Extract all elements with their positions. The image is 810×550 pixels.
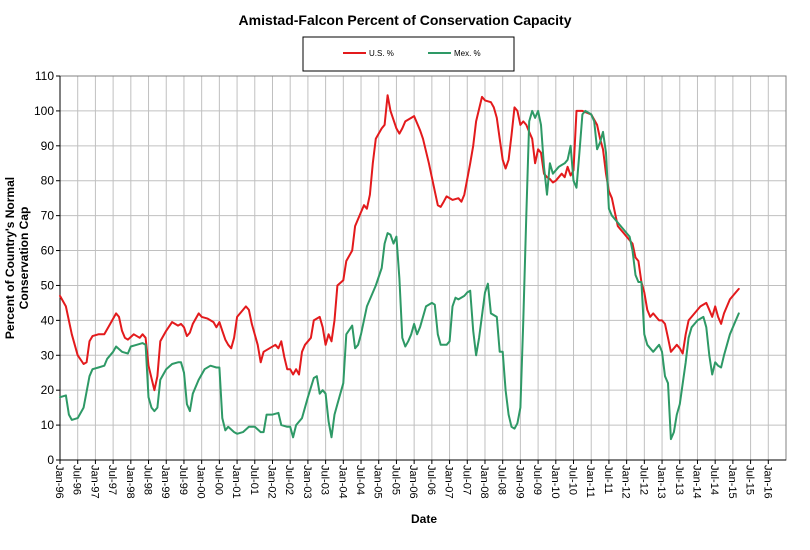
x-tick-label: Jan-13 bbox=[655, 465, 667, 499]
x-tick-label: Jan-07 bbox=[443, 465, 455, 499]
legend-label-mex: Mex. % bbox=[454, 49, 481, 58]
y-axis: 0 10 20 30 40 50 60 70 80 90 100 110 bbox=[34, 69, 61, 467]
x-tick-label: Jan-97 bbox=[88, 465, 100, 499]
x-tick-label: Jul-08 bbox=[496, 465, 508, 495]
chart-title: Amistad-Falcon Percent of Conservation C… bbox=[239, 12, 572, 28]
legend-label-us: U.S. % bbox=[369, 49, 394, 58]
x-tick-label: Jan-10 bbox=[549, 465, 561, 499]
series-line-us bbox=[59, 94, 740, 392]
x-tick-label: Jan-09 bbox=[513, 465, 525, 499]
x-tick-label: Jul-00 bbox=[212, 465, 224, 495]
x-tick-label: Jul-11 bbox=[602, 465, 614, 494]
x-tick-label: Jan-11 bbox=[584, 465, 596, 498]
x-tick-label: Jul-01 bbox=[248, 465, 260, 495]
x-tick-label: Jul-96 bbox=[71, 465, 83, 495]
y-tick-label: 0 bbox=[47, 453, 54, 467]
x-tick-label: Jul-05 bbox=[389, 465, 401, 495]
x-tick-label: Jul-99 bbox=[177, 465, 189, 495]
y-axis-title-line2: Conservation Cap bbox=[17, 207, 31, 310]
x-tick-label: Jul-06 bbox=[425, 465, 437, 495]
x-tick-label: Jan-99 bbox=[159, 465, 171, 499]
y-tick-label: 70 bbox=[41, 209, 55, 223]
y-tick-label: 100 bbox=[34, 104, 54, 118]
plot-area bbox=[59, 75, 787, 461]
series-line-mex bbox=[59, 109, 740, 441]
x-tick-label: Jan-00 bbox=[195, 465, 207, 499]
y-tick-label: 60 bbox=[41, 244, 55, 258]
x-tick-label: Jan-02 bbox=[265, 465, 277, 499]
series-lines bbox=[59, 94, 740, 441]
legend-box bbox=[302, 36, 515, 72]
x-tick-label: Jan-03 bbox=[301, 465, 313, 499]
x-tick-label: Jul-07 bbox=[460, 465, 472, 495]
x-tick-label: Jul-10 bbox=[567, 465, 579, 495]
y-axis-title-line1: Percent of Country's Normal bbox=[3, 177, 17, 339]
x-tick-label: Jul-03 bbox=[319, 465, 331, 495]
x-tick-label: Jul-14 bbox=[708, 465, 720, 495]
x-tick-label: Jan-06 bbox=[407, 465, 419, 499]
y-tick-label: 40 bbox=[41, 313, 55, 327]
y-tick-label: 90 bbox=[41, 139, 55, 153]
x-axis: Jan-96 Jul-96 Jan-97 Jul-97 Jan-98 Jul-98 Jan-… bbox=[53, 459, 786, 499]
x-tick-label: Jan-12 bbox=[620, 465, 632, 499]
y-tick-label: 80 bbox=[41, 174, 55, 188]
legend: U.S. % Mex. % bbox=[302, 36, 515, 72]
x-tick-label: Jul-02 bbox=[283, 465, 295, 495]
x-tick-label: Jan-96 bbox=[53, 465, 65, 499]
x-tick-label: Jul-04 bbox=[354, 465, 366, 495]
x-tick-label: Jul-13 bbox=[673, 465, 685, 495]
x-tick-label: Jul-12 bbox=[637, 465, 649, 495]
x-tick-label: Jul-97 bbox=[106, 465, 118, 495]
y-tick-label: 50 bbox=[41, 278, 55, 292]
x-tick-label: Jan-04 bbox=[336, 465, 348, 499]
x-tick-label: Jan-98 bbox=[124, 465, 136, 499]
x-tick-label: Jul-09 bbox=[531, 465, 543, 495]
y-tick-label: 110 bbox=[35, 69, 54, 83]
x-tick-label: Jan-14 bbox=[690, 465, 702, 499]
x-tick-label: Jan-08 bbox=[478, 465, 490, 499]
x-tick-label: Jul-98 bbox=[142, 465, 154, 495]
y-tick-label: 10 bbox=[41, 418, 55, 432]
gridlines bbox=[60, 76, 786, 460]
y-tick-label: 20 bbox=[41, 383, 55, 397]
y-tick-label: 30 bbox=[41, 348, 55, 362]
x-axis-title: Date bbox=[411, 512, 437, 526]
x-tick-label: Jan-16 bbox=[761, 465, 773, 499]
x-tick-label: Jan-05 bbox=[372, 465, 384, 499]
x-tick-label: Jul-15 bbox=[744, 465, 756, 495]
x-tick-label: Jan-15 bbox=[726, 465, 738, 499]
x-tick-label: Jan-01 bbox=[230, 465, 242, 499]
